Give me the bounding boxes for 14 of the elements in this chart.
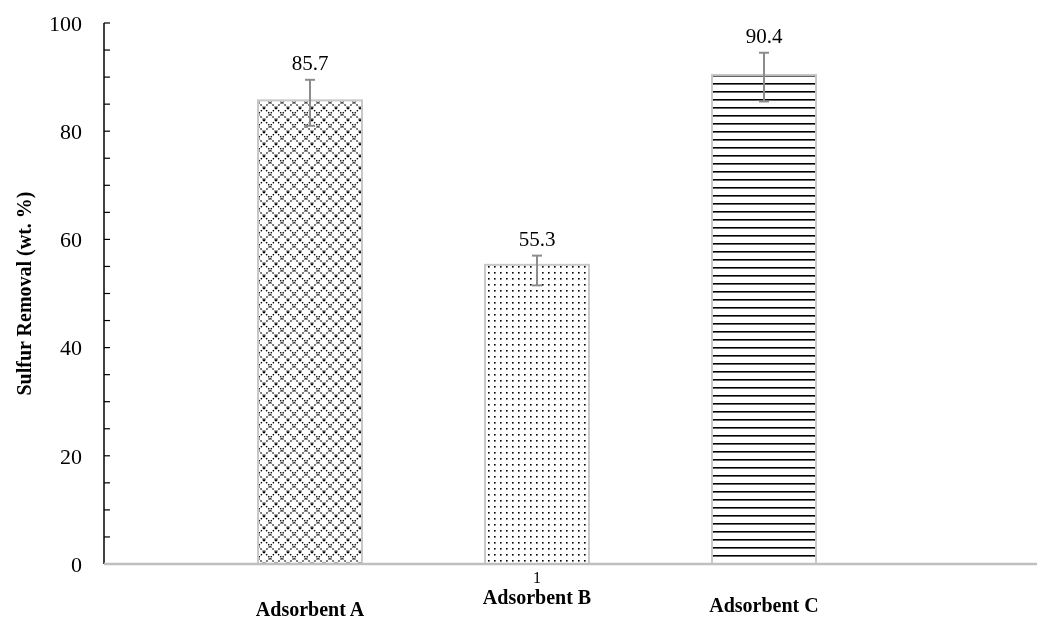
data-label: 55.3 [518,226,556,251]
y-tick-label: 0 [71,551,82,577]
y-tick-label: 40 [60,335,82,361]
x-tick-label: Adsorbent C [709,594,819,616]
y-tick-label: 80 [60,118,82,144]
y-axis-title: Sulfur Removal (wt. %) [13,191,36,396]
x-tick-label: Adsorbent A [255,598,365,620]
y-tick-label: 60 [60,227,82,253]
y-tick-label: 20 [60,443,82,469]
data-label: 85.7 [291,50,329,75]
text: 1 [533,569,541,586]
y-tick-label: 100 [49,10,82,36]
x-tick-label: Adsorbent B [482,586,592,608]
data-label: 90.4 [745,23,783,48]
